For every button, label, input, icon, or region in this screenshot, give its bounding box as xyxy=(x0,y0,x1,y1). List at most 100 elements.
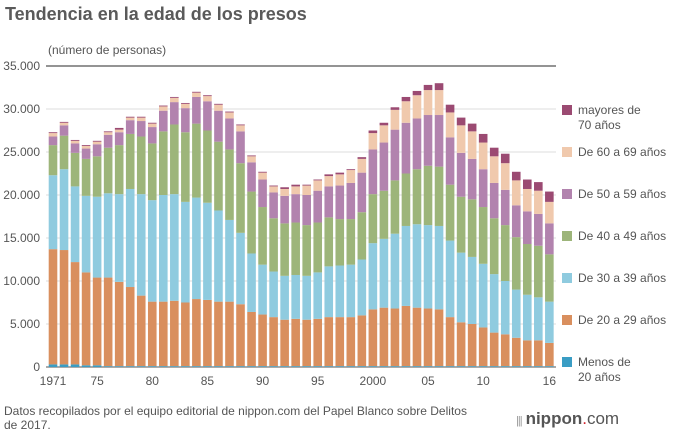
bar-segment xyxy=(478,133,488,143)
bar-segment xyxy=(103,134,113,148)
bar-segment xyxy=(203,366,212,367)
bar-segment xyxy=(147,366,157,367)
bar-segment xyxy=(357,259,367,316)
bar-segment xyxy=(313,180,323,191)
bar-segment xyxy=(302,185,311,195)
y-tick-label: 5.000 xyxy=(10,317,40,331)
bar-segment xyxy=(70,139,80,141)
bar-segment xyxy=(324,317,334,367)
bar-segment xyxy=(125,133,135,189)
bar-segment xyxy=(236,131,245,164)
chart-title: Tendencia en la edad de los presos xyxy=(5,4,307,24)
bar-segment xyxy=(346,170,356,183)
bar-segment xyxy=(247,156,256,163)
bar-segment xyxy=(48,136,58,146)
legend-swatch xyxy=(562,231,572,241)
bar-segment xyxy=(269,185,278,187)
bar-segment xyxy=(170,97,179,103)
bar-segment xyxy=(434,366,444,367)
bar-segment xyxy=(500,163,510,190)
bar-segment xyxy=(291,184,300,187)
bar-segment xyxy=(114,129,124,133)
bar-segment xyxy=(545,223,554,255)
bar-segment xyxy=(59,125,69,136)
bar-segment xyxy=(368,149,378,195)
bar-segment xyxy=(280,223,289,276)
bar-segment xyxy=(302,184,311,186)
legend-swatch xyxy=(562,105,572,115)
y-tick-label: 10.000 xyxy=(3,274,40,288)
bar-segment xyxy=(456,196,466,253)
bar-segment xyxy=(357,366,367,367)
bar-segment xyxy=(59,169,69,251)
bar-segment xyxy=(125,116,135,118)
bar-segment xyxy=(103,277,113,367)
bar-segment xyxy=(114,145,124,195)
bar-segment xyxy=(335,172,345,175)
bar-segment xyxy=(269,192,278,219)
bar-segment xyxy=(368,133,378,150)
bar-segment xyxy=(357,157,367,159)
bar-segment xyxy=(170,124,179,195)
bar-segment xyxy=(147,127,157,144)
bar-segment xyxy=(136,194,146,296)
bar-segment xyxy=(534,213,543,246)
bar-segment xyxy=(534,190,543,214)
bar-segment xyxy=(81,272,91,366)
bar-segment xyxy=(103,193,113,278)
bar-segment xyxy=(81,148,91,159)
bar-segment xyxy=(291,222,300,275)
bar-segment xyxy=(390,129,400,181)
legend-swatch xyxy=(562,273,572,283)
x-tick-label: 16 xyxy=(543,374,557,388)
bar-segment xyxy=(379,307,389,367)
bar-segment xyxy=(500,153,510,164)
bar-segment xyxy=(335,219,345,266)
bar-segment xyxy=(511,171,521,181)
bar-segment xyxy=(522,188,532,212)
bar-segment xyxy=(423,308,433,367)
bar-segment xyxy=(401,101,411,123)
bar-segment xyxy=(48,145,58,176)
bar-segment xyxy=(159,110,168,132)
x-tick-label: 95 xyxy=(311,374,325,388)
bar-segment xyxy=(456,117,466,126)
bar-segment xyxy=(313,190,323,223)
bar-segment xyxy=(324,174,334,177)
bar-segment xyxy=(302,319,311,367)
bar-segment xyxy=(48,249,58,365)
bar-segment xyxy=(159,131,168,195)
bar-segment xyxy=(324,186,334,218)
bar-segment xyxy=(159,105,168,107)
bar-segment xyxy=(335,185,345,220)
bar-segment xyxy=(214,141,223,211)
bar-segment xyxy=(147,301,157,367)
bar-segment xyxy=(412,224,422,308)
bar-segment xyxy=(214,110,223,142)
bar-segment xyxy=(136,295,146,367)
bar-segment xyxy=(412,118,422,170)
bar-segment xyxy=(192,366,201,367)
bar-segment xyxy=(59,250,69,365)
bar-segment xyxy=(534,297,543,341)
bar-segment xyxy=(412,169,422,225)
bar-segment xyxy=(225,118,234,150)
x-tick-label: 80 xyxy=(146,374,160,388)
bar-segment xyxy=(125,366,135,367)
bar-segment xyxy=(511,180,521,206)
bar-segment xyxy=(379,190,389,239)
legend-item: De 30 a 39 años xyxy=(562,271,666,286)
bar-segment xyxy=(125,287,135,367)
bar-segment xyxy=(423,366,433,367)
bar-segment xyxy=(368,366,378,367)
bar-segment xyxy=(136,366,146,367)
bar-segment xyxy=(70,152,80,187)
bar-segment xyxy=(258,172,267,180)
bar-segment xyxy=(434,225,444,310)
bar-segment xyxy=(511,337,521,367)
bar-segment xyxy=(467,158,477,200)
bar-segment xyxy=(511,289,521,338)
bar-segment xyxy=(181,201,190,303)
bar-segment xyxy=(59,121,69,123)
bar-segment xyxy=(192,96,201,124)
